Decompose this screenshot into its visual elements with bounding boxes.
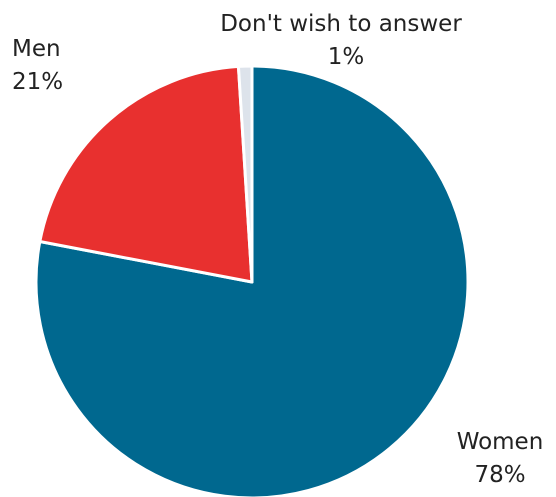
pie-slice-men [38, 64, 254, 284]
slice-label-women: Women [457, 429, 544, 455]
pie-slice-don-t-wish-to-answer [236, 64, 254, 284]
slice-value-men: 21% [12, 69, 63, 95]
slice-value-women: 78% [474, 462, 525, 488]
pie-slices [34, 64, 470, 497]
slice-value-no-answer: 1% [328, 44, 365, 70]
slice-label-men: Men [12, 36, 61, 62]
slice-label-no-answer: Don't wish to answer [220, 11, 462, 37]
